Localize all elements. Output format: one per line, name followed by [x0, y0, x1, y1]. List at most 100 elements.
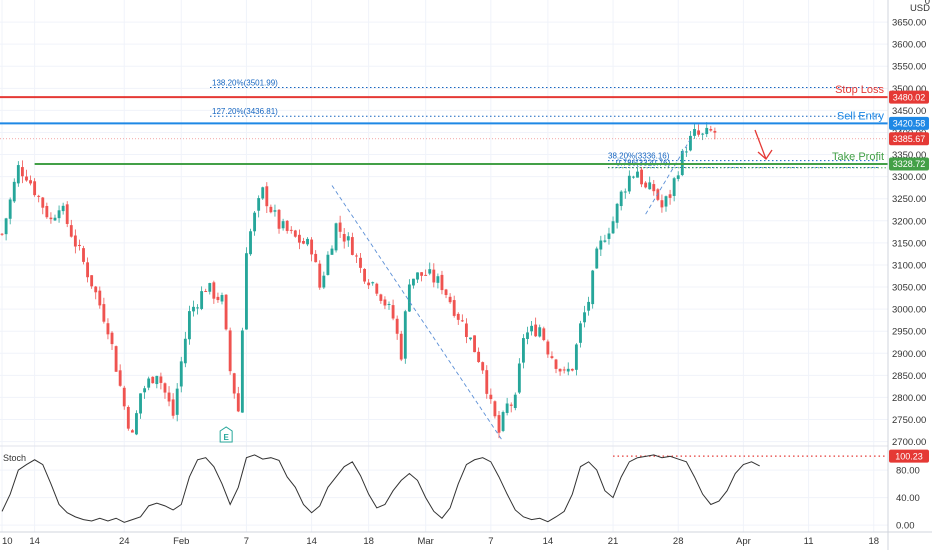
time-tick-label: 14 — [306, 536, 317, 547]
price-tag-value: 3420.58 — [893, 119, 926, 129]
price-tick-label: 3000.00 — [892, 305, 926, 316]
grid — [0, 0, 888, 532]
stoch-tag-value: 100.23 — [895, 451, 923, 461]
candle-body — [350, 237, 354, 255]
candle-body — [709, 129, 713, 131]
candle-body — [359, 257, 362, 268]
time-tick-label: 14 — [543, 536, 554, 547]
candle-body — [611, 221, 615, 234]
candle-body — [615, 203, 619, 223]
candle-body — [603, 240, 607, 242]
candle-body — [338, 222, 342, 232]
candle-body — [208, 283, 212, 292]
candle-body — [289, 229, 293, 231]
candle-body — [420, 272, 424, 276]
price-tick-label: 3200.00 — [892, 216, 926, 227]
candle-body — [660, 200, 664, 208]
candle-body — [579, 323, 582, 343]
candle-body — [12, 181, 16, 202]
price-levels[interactable]: Stop Loss Sell Entry Take Profit E — [0, 84, 888, 443]
candle-body — [363, 268, 366, 282]
candle-body — [383, 299, 387, 306]
price-tick-label: 3550.00 — [892, 62, 926, 73]
candle-body — [346, 236, 350, 241]
price-tick-label: 3500.00 — [892, 84, 926, 95]
candle-body — [183, 338, 187, 364]
candle-body — [314, 253, 318, 263]
time-tick-label: 28 — [673, 536, 684, 547]
price-tick-label: 2700.00 — [892, 437, 926, 448]
candles[interactable] — [0, 122, 717, 439]
candle-body — [220, 295, 224, 302]
candle-body — [269, 206, 273, 213]
price-axis[interactable]: 2700.00 2750.00 2800.00 2850.00 2900.00 2950.… — [892, 18, 926, 532]
currency-label: USD — [910, 3, 930, 14]
candle-body — [245, 253, 248, 330]
price-tick-label: 2950.00 — [892, 327, 926, 338]
candle-body — [591, 270, 595, 305]
candle-body — [546, 341, 550, 355]
candle-body — [636, 171, 639, 178]
candle-body — [566, 368, 570, 372]
candle-body — [460, 320, 464, 322]
stochastic-panel[interactable] — [1, 454, 888, 523]
trend-lines[interactable] — [331, 138, 691, 442]
candle-body — [106, 323, 110, 335]
sell-arrow-icon — [754, 129, 773, 160]
trend-line — [645, 138, 691, 215]
candle-body — [33, 181, 37, 196]
candle-body — [61, 205, 65, 212]
stoch-label: Stoch — [3, 453, 26, 463]
candle-body — [428, 269, 432, 274]
stoch-line — [1, 454, 760, 523]
candle-body — [367, 282, 371, 286]
price-tick-label: 3050.00 — [892, 283, 926, 294]
candle-body — [522, 338, 525, 363]
candle-body — [697, 130, 701, 135]
candle-body — [501, 412, 505, 431]
candle-body — [306, 238, 309, 245]
candle-body — [139, 393, 142, 414]
candle-body — [310, 239, 314, 255]
candle-body — [534, 324, 538, 337]
candle-body — [118, 370, 122, 386]
candle-body — [432, 269, 436, 283]
candle-body — [257, 198, 261, 211]
candle-body — [399, 333, 403, 360]
candle-body — [705, 127, 709, 135]
candle-body — [25, 176, 28, 181]
candle-body — [302, 240, 305, 244]
candle-body — [424, 274, 428, 276]
candle-body — [436, 276, 440, 283]
price-tag-box — [889, 90, 929, 104]
candle-body — [216, 296, 220, 301]
candle-body — [69, 225, 73, 237]
top-corner-label: 0 — [925, 0, 930, 7]
candle-body — [179, 361, 183, 387]
candle-body — [196, 307, 199, 309]
candle-body — [73, 235, 77, 247]
candle-body — [689, 135, 692, 151]
candle-body — [94, 286, 98, 293]
candle-body — [526, 332, 529, 339]
candle-body — [135, 413, 138, 435]
earnings-marker-label: E — [223, 433, 229, 442]
price-tag-box — [889, 157, 929, 171]
candle-body — [293, 230, 297, 237]
candle-body — [599, 240, 603, 250]
candle-body — [273, 210, 277, 212]
candle-body — [171, 399, 175, 416]
candle-body — [322, 275, 326, 288]
candle-body — [354, 255, 358, 257]
candle-body — [379, 294, 383, 301]
time-axis[interactable]: 10 14 24 Feb 7 14 18 Mar 7 14 21 28 Apr 11 18 — [2, 536, 879, 547]
price-tick-label: 2850.00 — [892, 371, 926, 382]
candle-body — [41, 197, 45, 208]
candle-body — [192, 306, 195, 312]
candle-body — [497, 415, 501, 433]
candle-body — [554, 359, 558, 369]
candle-body — [265, 186, 269, 207]
candle-body — [45, 205, 49, 218]
